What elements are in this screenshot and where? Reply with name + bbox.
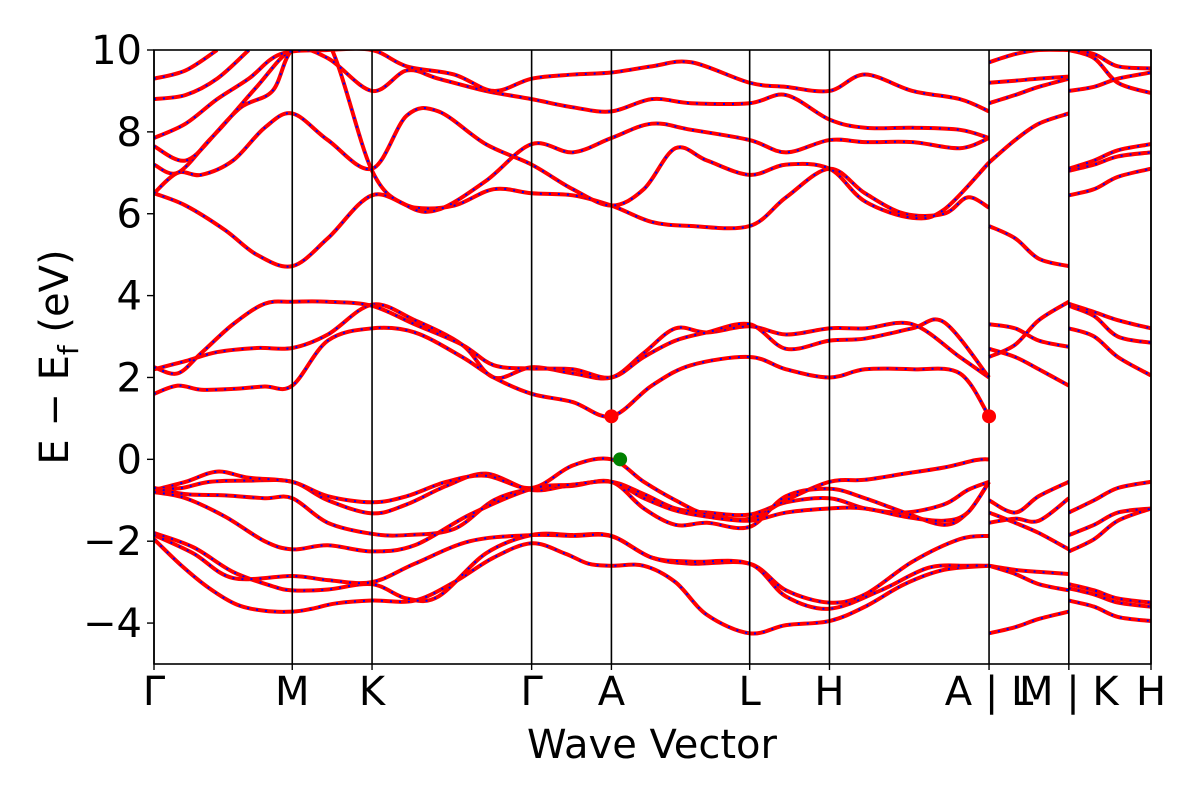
band-line-12 [154,106,991,221]
band-line-dashed-28 [988,112,1070,164]
band-line-dashed-16 [154,50,250,101]
band-line-32 [1068,301,1151,331]
x-axis-title: Wave Vector [527,722,778,768]
y-tick-label-4: 2 [117,355,142,401]
band-line-11 [154,166,991,269]
band-line-10 [154,299,991,380]
band-line-20 [988,300,1070,359]
x-tick-label-2: M [275,669,310,715]
x-tick-label-1: Γ [143,669,166,715]
band-edge-marker-1 [604,409,619,424]
x-tick-label-10: H [1136,669,1166,715]
band-line-dashed-3 [154,533,990,610]
y-tick-label-3: 0 [117,437,142,483]
x-tick-label-9: M | K [1019,669,1120,715]
band-line-dashed-9 [154,303,990,380]
x-tick-label-6: L [739,669,762,715]
band-line-dashed-7 [154,480,990,553]
band-line-5 [154,456,990,522]
y-tick-label-1: −4 [83,601,142,647]
band-line-34 [1068,326,1151,378]
band-line-dashed-44 [1068,71,1151,92]
y-tick-label-7: 8 [117,110,142,156]
y-axis: −4 −2 0 2 4 6 8 10 [83,28,154,647]
band-line-31 [988,50,1069,65]
band-line-dashed-1 [154,538,990,635]
band-edge-marker-3 [613,452,628,467]
band-line-dashed-21 [988,347,1070,387]
band-line-dashed-45 [1068,50,1151,94]
band-line-23 [988,496,1071,525]
x-tick-label-5: A [598,669,626,715]
band-line-33 [1068,303,1151,345]
band-line-7 [154,479,991,554]
band-line-dashed-35 [1068,480,1151,514]
band-line-17 [154,50,219,81]
y-tick-label-8: 10 [91,28,142,74]
band-line-37 [1067,506,1151,554]
band-line-38 [1068,582,1151,605]
band-line-22 [988,480,1070,515]
y-axis-title: E − Ef (eV) [32,249,85,464]
y-tick-label-5: 4 [117,274,142,320]
x-tick-label-7: H [814,669,844,715]
x-tick-label-4: Γ [520,669,543,715]
band-line-27 [988,609,1070,636]
band-line-2 [154,531,990,605]
y-tick-label-2: −2 [83,519,142,565]
band-line-dashed-24 [988,511,1070,551]
band-line-dashed-11 [154,167,990,268]
band-line-24 [988,510,1070,552]
band-line-29 [988,76,1070,106]
band-line-dashed-36 [1068,507,1151,536]
x-axis: Γ M K Γ A L H A | LM | K H [143,664,1166,715]
band-edge-marker-2 [982,409,997,424]
band-line-28 [987,111,1070,165]
band-line-45 [1068,50,1151,95]
band-line-21 [988,346,1070,388]
band-line-39 [1068,586,1151,609]
high-symmetry-lines [153,50,1152,664]
band-line-dashed-30 [988,75,1069,84]
band-line-41 [1068,166,1151,198]
y-tick-label-6: 6 [117,192,142,238]
band-line-dashed-20 [988,300,1070,358]
band-line-40 [1068,598,1151,624]
band-line-dashed-6 [154,479,990,537]
band-line-dashed-10 [154,300,990,379]
plot-frame [153,49,1152,665]
band-line-26 [988,563,1070,593]
band-line-43 [1068,142,1151,171]
band-line-dashed-2 [154,532,990,604]
x-tick-label-3: K [359,669,387,715]
band-line-14 [154,50,990,163]
band-line-42 [1068,150,1151,173]
band-line-46 [1068,50,1151,71]
x-tick-label-8: A | L [945,669,1034,715]
band-lines [154,50,1151,636]
band-line-18 [988,224,1070,269]
band-line-dashed-13 [154,50,990,213]
band-line-15 [154,50,990,140]
band-edge-markers [604,409,997,467]
